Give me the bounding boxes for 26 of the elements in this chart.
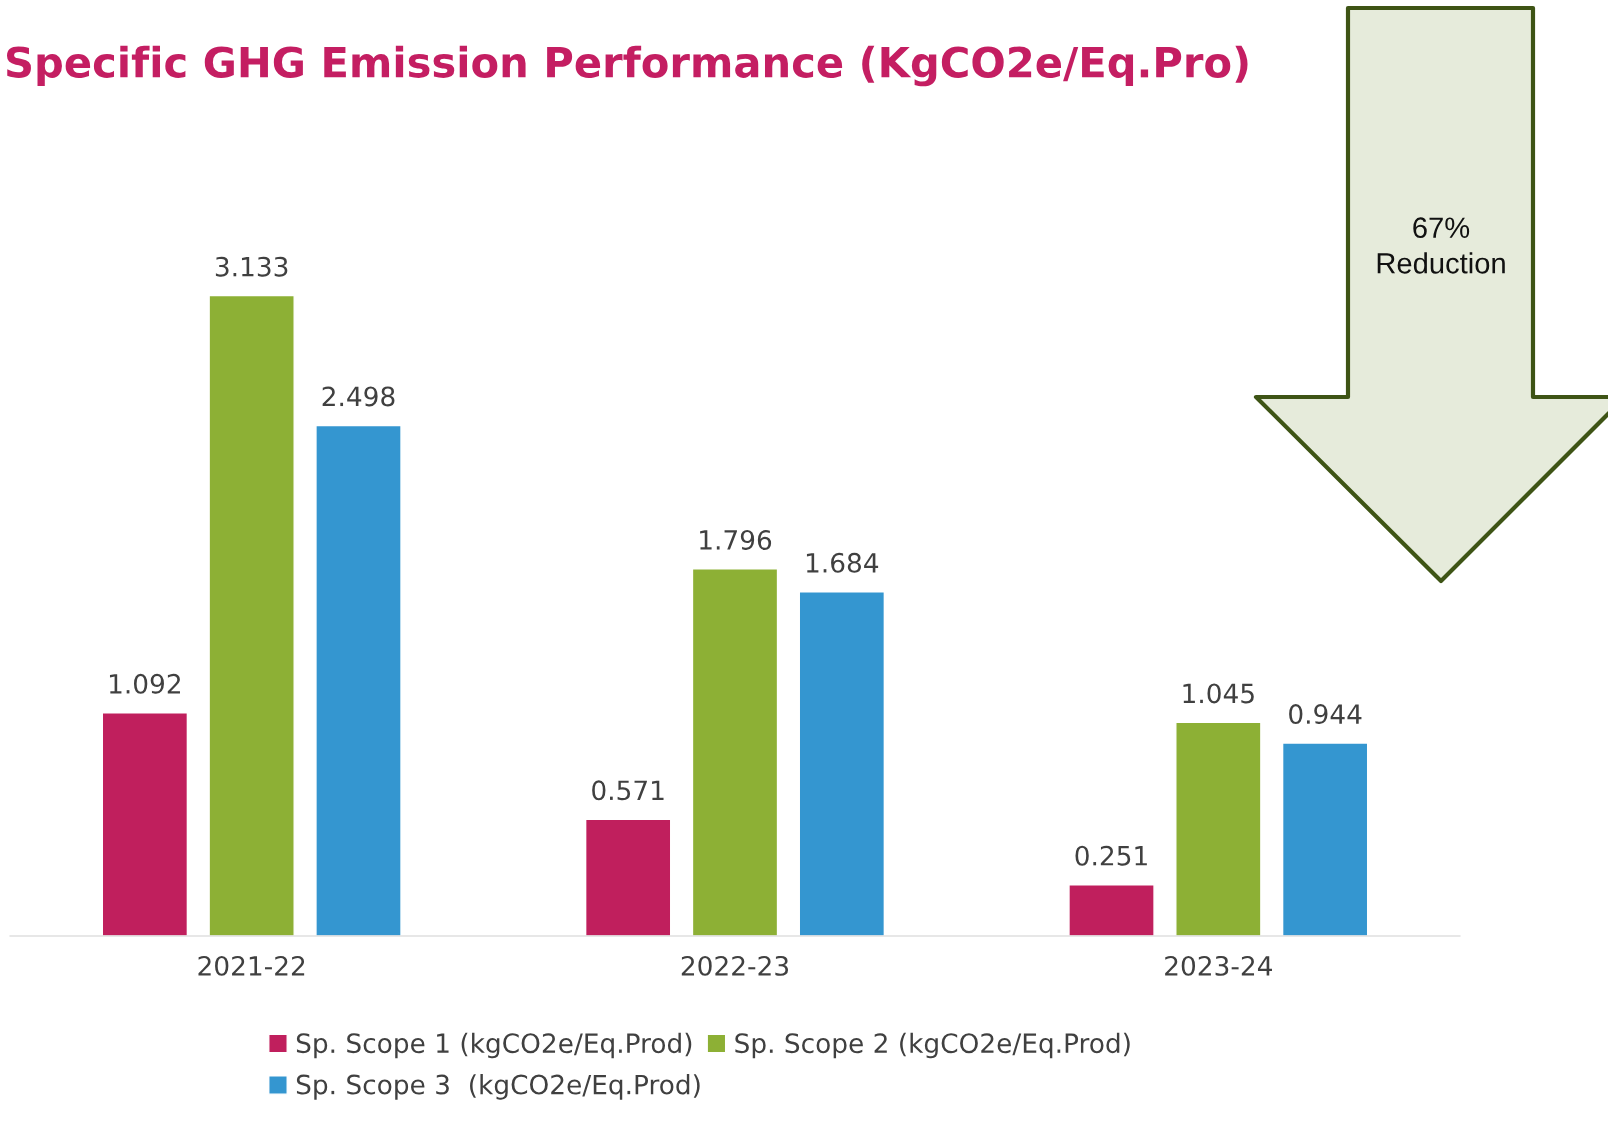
data-label: 0.251 [1075,845,1147,866]
data-label: 2.498 [322,386,395,407]
data-label: 1.684 [806,552,879,573]
bar [101,712,189,936]
bar [1175,721,1262,936]
legend-label: Sp. Scope 2 (kgCO2e/Eq.Prod) [735,1032,1130,1059]
legend-label: Sp. Scope 1 (kgCO2e/Eq.Prod) [296,1032,692,1059]
chart-title: Specific GHG Emission Performance (KgCO2e/Eq.Pro) [6,45,1248,87]
bar [798,591,886,936]
legend-label: Sp. Scope 3 (kgCO2e/Eq.Prod) [296,1074,700,1100]
bar [315,424,402,936]
bar [208,294,295,936]
bar [1068,884,1155,936]
x-tick-label: 2021-22 [198,955,305,976]
bar [584,818,672,936]
data-label: 1.092 [109,673,180,694]
data-label: 3.133 [215,256,288,277]
data-label: 0.571 [592,780,664,801]
data-label: 1.796 [700,529,772,550]
data-label: 1.045 [1183,683,1254,704]
x-tick-label: 2023-24 [1165,955,1272,976]
bar [1281,742,1369,936]
text: 67% Reduction [1377,217,1505,274]
bar [691,568,779,936]
x-tick-label: 2022-23 [681,955,789,976]
data-label: 0.944 [1289,704,1362,725]
